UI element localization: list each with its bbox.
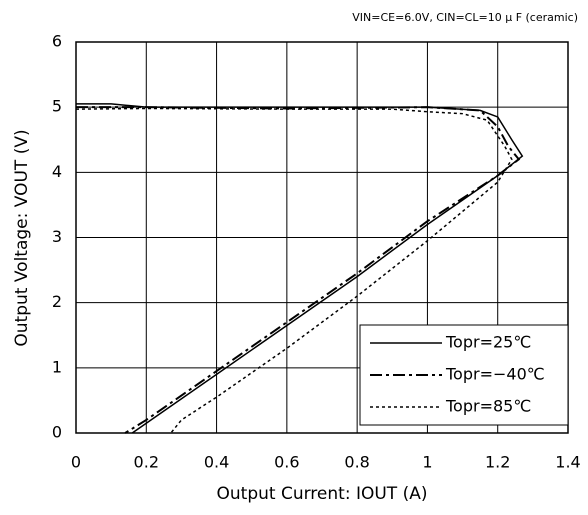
legend-box <box>359 324 569 426</box>
y-tick-label: 2 <box>52 292 62 311</box>
y-tick-label: 4 <box>52 162 62 181</box>
y-tick-label: 3 <box>52 227 62 246</box>
y-tick-label: 1 <box>52 357 62 376</box>
y-axis-label: Output Voltage: VOUT (V) <box>12 129 32 346</box>
x-tick-label: 1.2 <box>485 453 510 472</box>
series-line <box>75 107 513 434</box>
x-tick-label: 0.4 <box>204 453 229 472</box>
x-tick-label: 1.4 <box>555 453 580 472</box>
legend-label: Topr=−40℃ <box>445 365 545 384</box>
series-line <box>76 106 521 434</box>
x-tick-label: 0.2 <box>134 453 159 472</box>
y-tick-label: 0 <box>52 423 62 442</box>
x-axis-label: Output Current: IOUT (A) <box>217 484 428 504</box>
y-tick-label: 6 <box>52 32 62 51</box>
plot-frame <box>75 41 569 434</box>
annotation: VIN=CE=6.0V, CIN=CL=10 μ F (ceramic) <box>352 11 578 24</box>
legend-label: Topr=85℃ <box>445 397 531 416</box>
y-tick-label: 5 <box>52 97 62 116</box>
x-tick-label: 0.8 <box>344 453 369 472</box>
x-tick-label: 1 <box>422 453 432 472</box>
x-tick-label: 0 <box>71 453 81 472</box>
x-tick-label: 0.6 <box>274 453 299 472</box>
legend-label: Topr=25℃ <box>445 333 531 352</box>
